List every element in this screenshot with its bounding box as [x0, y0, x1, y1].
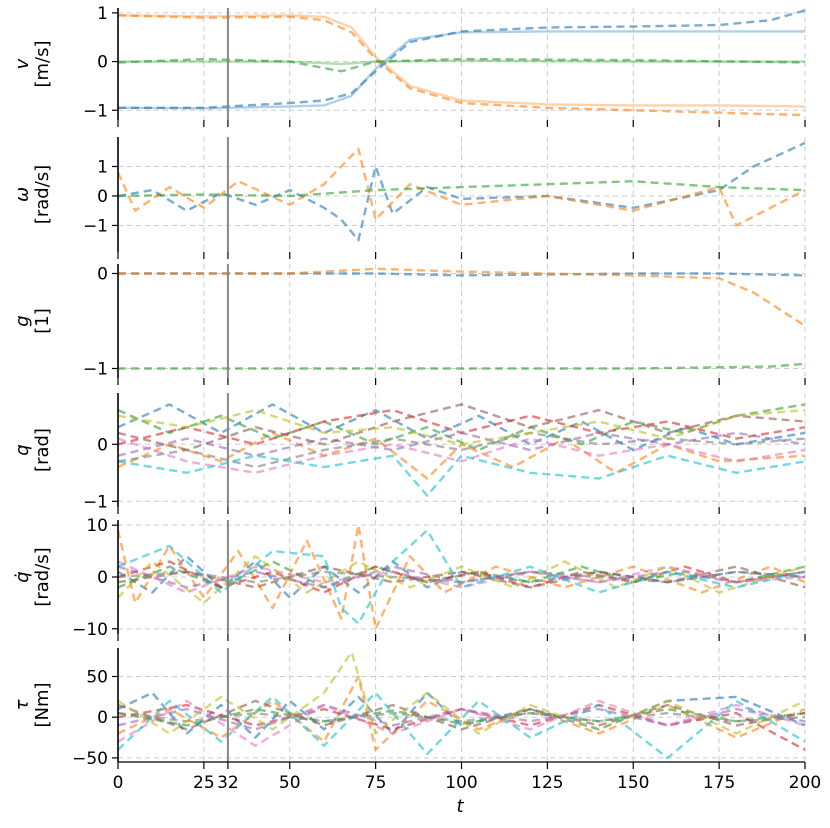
x-axis: 0 25 32 50 75 100 125 150 175 200: [113, 761, 821, 793]
y-tick-label: −1: [83, 101, 108, 121]
series-v_x-reference: [117, 14, 806, 108]
y-axis-label-symbol: τ: [12, 699, 33, 710]
panel-v: −1 0 1 v[m/s]: [12, 4, 806, 127]
panel-tau: −50 0 50 τ[Nm]: [12, 648, 806, 769]
y-axis-label: g[1]: [12, 308, 53, 334]
panel-qdot: −10 0 10 q̇[rad/s]: [12, 516, 806, 641]
series-g_y: [118, 267, 806, 327]
series-q_2: [117, 431, 806, 480]
y-tick-label: −10: [72, 620, 108, 640]
y-tick-label: 1: [97, 4, 108, 24]
series-qdot_1: [117, 555, 806, 599]
x-tick-label: 32: [217, 773, 239, 793]
series-qdot_9: [117, 555, 806, 605]
x-tick-label: 0: [113, 773, 124, 793]
panel-omega: −1 0 1 ω[rad/s]: [12, 137, 806, 259]
y-axis-label-unit: [rad/s]: [32, 547, 53, 606]
series-v_x-actual: [117, 14, 806, 117]
y-tick-label: −1: [83, 492, 108, 512]
y-axis-label: ω[rad/s]: [12, 165, 53, 224]
y-axis-label: q[rad]: [12, 428, 53, 472]
series-tau_9: [117, 650, 806, 735]
y-axis-label-symbol: ω: [12, 187, 33, 202]
x-tick-label: 200: [789, 773, 821, 793]
x-tick-label: 125: [531, 773, 563, 793]
series-qdot_10: [117, 529, 806, 625]
y-axis-label-symbol: g: [12, 315, 33, 326]
y-tick-label: 0: [97, 435, 108, 455]
series-q_7: [117, 437, 806, 474]
y-axis-label: q̇[rad/s]: [12, 547, 53, 606]
series-qdot_7: [117, 560, 806, 594]
y-tick-label: 50: [86, 668, 108, 688]
y-tick-label: 0: [97, 265, 108, 285]
series-g_z: [118, 362, 806, 370]
series-q_5: [117, 431, 806, 457]
y-axis-label-unit: [rad]: [32, 428, 53, 472]
x-axis-label: t: [456, 796, 464, 817]
y-axis-label: v[m/s]: [12, 40, 53, 87]
series-tau_10: [117, 691, 806, 760]
x-tick-label: 100: [445, 773, 477, 793]
y-tick-label: 10: [86, 516, 108, 536]
series-qdot_8: [117, 570, 806, 584]
y-tick-label: 0: [97, 568, 108, 588]
x-tick-label: 150: [617, 773, 649, 793]
y-tick-label: 0: [97, 53, 108, 73]
series-tau_5: [117, 703, 806, 731]
y-tick-label: 0: [97, 187, 108, 207]
chart-panels: −101v[m/s]−101ω[rad/s]−10g[1]−10q[rad]−1…: [12, 4, 806, 769]
y-axis-label-unit: [Nm]: [32, 682, 53, 727]
series-tau_8: [117, 711, 806, 723]
y-axis-label-symbol: q: [12, 444, 33, 455]
series-tau_2: [117, 675, 806, 751]
x-tick-label: 50: [279, 773, 301, 793]
series-omega_z: [117, 179, 806, 198]
y-tick-label: −1: [83, 360, 108, 380]
y-tick-label: 1: [97, 157, 108, 177]
series-v_y-reference: [117, 30, 805, 110]
panel-q: −1 0 q[rad]: [12, 393, 806, 514]
x-tick-label: 175: [703, 773, 735, 793]
series-q_6: [117, 403, 806, 452]
x-tick-label: 75: [365, 773, 387, 793]
y-axis-label-unit: [1]: [32, 308, 53, 334]
y-axis-label-symbol: q̇: [12, 571, 33, 582]
series-omega_x: [117, 141, 806, 242]
y-axis-label-unit: [m/s]: [32, 40, 53, 87]
series-v_y-actual: [118, 9, 806, 110]
panel-g: −1 0 g[1]: [12, 264, 806, 385]
series-q_10: [117, 454, 806, 497]
y-tick-label: −1: [83, 216, 108, 236]
y-axis-label-symbol: v: [12, 58, 33, 69]
y-axis-label: τ[Nm]: [12, 682, 53, 727]
series-q_9: [117, 408, 806, 446]
series-omega_y: [116, 147, 806, 227]
y-tick-label: −50: [72, 749, 108, 769]
series-q_3: [117, 403, 806, 452]
x-tick-label: 25: [193, 773, 215, 793]
y-tick-label: 0: [97, 708, 108, 728]
series-tau_7: [117, 699, 806, 747]
y-axis-label-unit: [rad/s]: [32, 165, 53, 224]
